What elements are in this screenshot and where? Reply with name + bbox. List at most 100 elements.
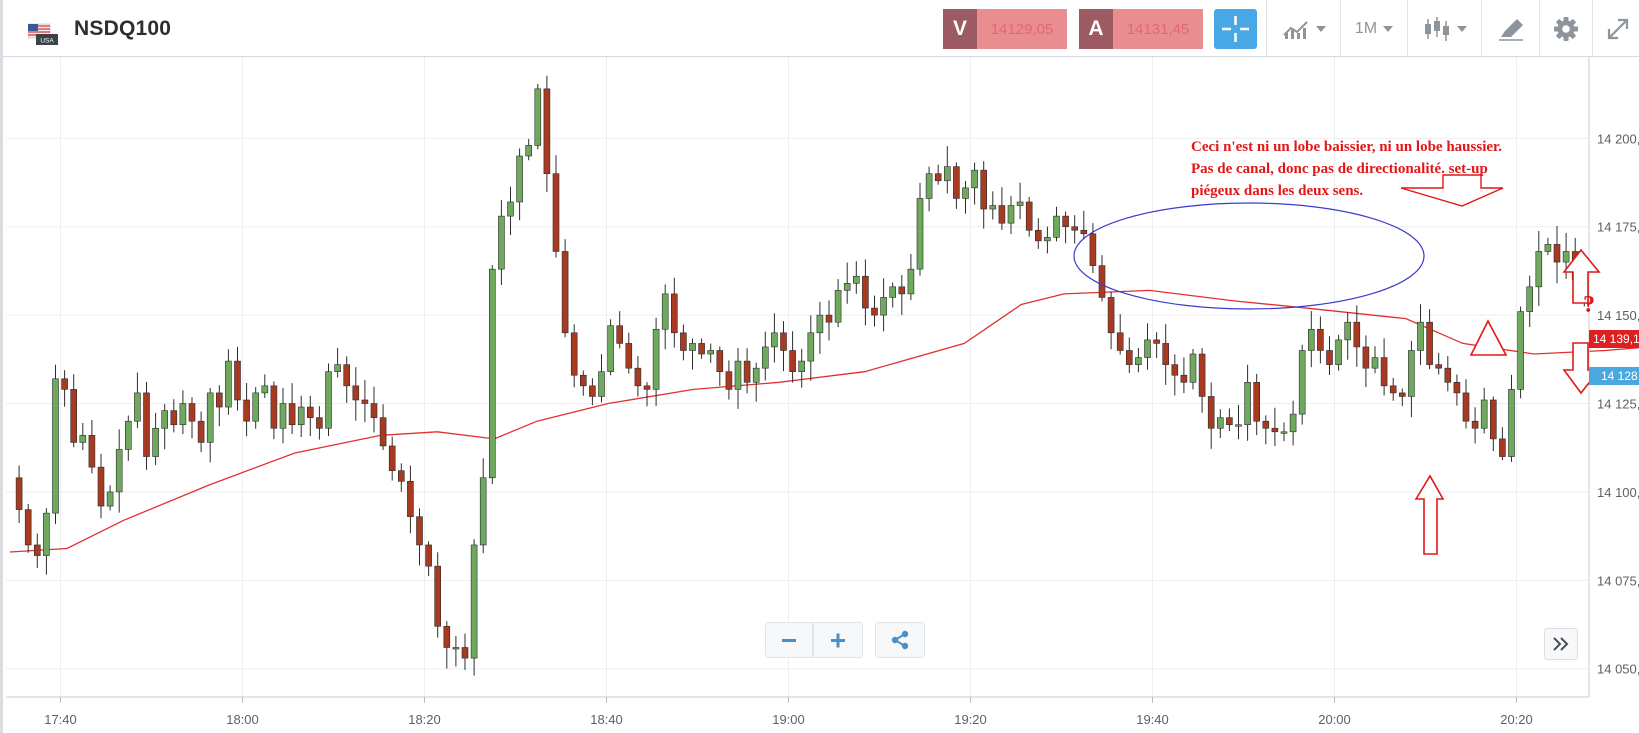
candle xyxy=(1289,400,1297,446)
drawing-tools-button[interactable] xyxy=(1481,0,1539,57)
bull-candle-body xyxy=(498,215,505,270)
range-ellipse xyxy=(1073,202,1425,310)
candle xyxy=(1462,379,1470,429)
settings-button[interactable] xyxy=(1539,0,1592,57)
scroll-to-latest-button[interactable] xyxy=(1544,628,1578,660)
candle xyxy=(1116,314,1124,355)
bull-candle-body xyxy=(1244,382,1251,426)
bull-candle-body xyxy=(161,410,168,429)
bear-candle-body xyxy=(416,516,423,546)
candle xyxy=(925,166,933,212)
buy-price-button[interactable]: A 14131,45 xyxy=(1079,9,1203,49)
candle xyxy=(397,463,405,492)
candle xyxy=(1317,316,1324,364)
bull-candle-body xyxy=(771,332,778,348)
candle xyxy=(934,164,942,185)
candle xyxy=(297,395,305,438)
bear-candle-body xyxy=(1071,226,1078,231)
bull-candle-body xyxy=(1535,251,1543,288)
sell-price: 14129,05 xyxy=(977,9,1067,49)
bear-candle-body xyxy=(789,350,796,372)
bull-candle-body xyxy=(798,360,806,372)
candle xyxy=(916,182,924,276)
bear-candle-body xyxy=(1062,215,1069,228)
price-chart[interactable]: 14 200,0 14 175,0 14 150,0 14 125,0 14 100,0… xyxy=(3,57,1639,733)
bull-candle-body xyxy=(261,385,269,394)
bear-candle-body xyxy=(70,389,77,443)
candle xyxy=(425,541,432,577)
bear-candle-body xyxy=(461,647,469,659)
bear-candle-body xyxy=(589,385,596,397)
chart-type-dropdown[interactable] xyxy=(1266,0,1340,57)
candle xyxy=(61,370,68,407)
candle xyxy=(125,415,132,461)
annotation-line-2: Pas de canal, donc pas de directionalité… xyxy=(1191,161,1488,177)
candle xyxy=(1544,237,1552,256)
bull-candle-body xyxy=(598,371,605,397)
candle xyxy=(1062,211,1069,244)
candle xyxy=(1162,324,1169,385)
candle xyxy=(1526,275,1533,327)
bull-candle-body xyxy=(843,282,851,291)
candle xyxy=(52,364,59,524)
bear-candle-body xyxy=(352,385,360,401)
bull-candle-body xyxy=(989,205,997,210)
bear-candle-body xyxy=(570,332,578,376)
bear-candle-body xyxy=(270,385,278,429)
bear-candle-body xyxy=(1107,297,1115,334)
zoom-out-button[interactable] xyxy=(765,622,813,658)
candle xyxy=(698,338,705,359)
timeframe-dropdown[interactable]: 1M xyxy=(1340,0,1407,57)
candle xyxy=(352,367,360,421)
candle xyxy=(261,374,269,399)
zoom-in-button[interactable] xyxy=(813,622,863,658)
bear-candle-body xyxy=(871,307,878,316)
annotation-line-1: Ceci n'est ni un lobe baissier, ni un lo… xyxy=(1191,139,1502,155)
candle xyxy=(407,465,414,534)
candle xyxy=(1417,304,1424,365)
crosshair-button[interactable] xyxy=(1214,9,1257,49)
candle xyxy=(234,346,241,411)
chart-grid xyxy=(6,57,1589,697)
share-button[interactable] xyxy=(875,622,925,658)
bear-candle-body xyxy=(1380,357,1388,387)
candle xyxy=(461,633,469,670)
bull-candle-body xyxy=(1144,339,1151,358)
candle xyxy=(24,504,32,553)
candle xyxy=(643,382,651,407)
fullscreen-button[interactable] xyxy=(1592,0,1639,57)
candle xyxy=(898,275,906,315)
candle xyxy=(1198,348,1206,413)
bear-candle-body xyxy=(97,466,105,507)
bull-candle-body xyxy=(452,647,460,650)
candle xyxy=(1298,344,1306,425)
candle xyxy=(134,372,141,429)
bear-candle-body xyxy=(698,343,705,355)
candle xyxy=(252,386,259,429)
candle xyxy=(525,138,533,161)
bull-candle-body xyxy=(852,275,860,284)
bull-candle-body xyxy=(79,435,87,443)
question-mark: ? xyxy=(1583,292,1595,318)
candle xyxy=(743,348,751,394)
bear-candle-body xyxy=(1553,244,1561,263)
sell-price-button[interactable]: V 14129,05 xyxy=(943,9,1067,49)
bear-candle-body xyxy=(24,509,32,546)
bull-candle-body xyxy=(761,346,769,369)
bear-candle-body xyxy=(1362,346,1370,369)
candle xyxy=(634,356,642,397)
x-tick-label: 19:20 xyxy=(954,712,987,727)
moving-average-layer xyxy=(9,289,1639,553)
candle xyxy=(1508,374,1515,462)
bear-candle-body xyxy=(61,378,68,390)
candle xyxy=(761,331,769,381)
candle xyxy=(1408,340,1415,418)
instrument-title[interactable]: NSDQ100 xyxy=(74,17,172,40)
bull-candle-body xyxy=(1480,399,1488,429)
candle xyxy=(1499,427,1506,461)
candle xyxy=(780,321,787,372)
candle xyxy=(1035,218,1042,249)
candle xyxy=(225,349,232,415)
candle xyxy=(1389,377,1397,401)
candle-style-dropdown[interactable] xyxy=(1407,0,1481,57)
